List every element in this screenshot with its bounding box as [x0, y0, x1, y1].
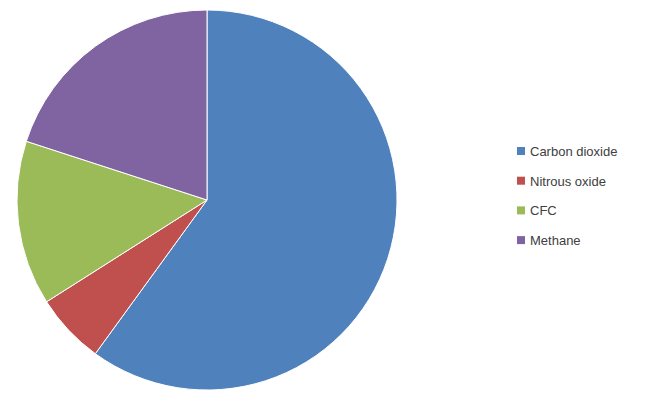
pie-slice [26, 10, 207, 200]
legend-label: CFC [530, 203, 557, 218]
legend-label: Methane [530, 233, 581, 248]
pie [17, 10, 397, 390]
legend-swatch [517, 236, 525, 244]
legend-swatch [517, 147, 525, 155]
legend: Carbon dioxide Nitrous oxide CFC Methane [517, 144, 617, 248]
legend-label: Nitrous oxide [530, 174, 606, 189]
legend-swatch [517, 177, 525, 185]
legend-swatch [517, 206, 525, 214]
legend-label: Carbon dioxide [530, 144, 617, 159]
chart: Carbon dioxide Nitrous oxide CFC Methane [0, 0, 652, 396]
